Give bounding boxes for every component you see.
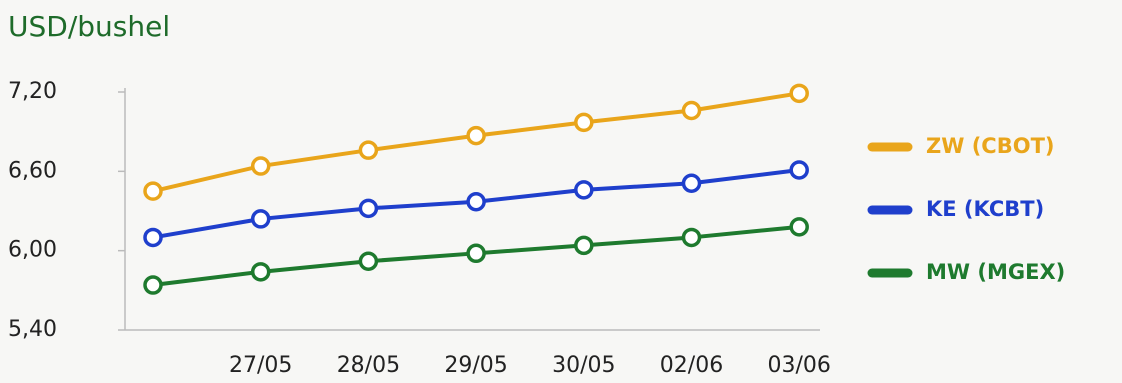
- chart-title: USD/bushel: [8, 10, 170, 43]
- y-tick-label: 6,00: [8, 238, 57, 263]
- x-tick-label: 03/06: [767, 353, 830, 378]
- data-point: [466, 191, 486, 212]
- data-point: [143, 181, 163, 201]
- data-point: [681, 100, 702, 121]
- y-tick-label: 7,20: [8, 79, 57, 104]
- y-tick-label: 6,60: [8, 158, 57, 183]
- x-tick-label: 27/05: [229, 353, 292, 378]
- legend-label: KE (KCBT): [926, 197, 1044, 221]
- data-point: [250, 156, 271, 176]
- data-point: [574, 112, 594, 133]
- legend-label: ZW (CBOT): [926, 134, 1055, 158]
- data-point: [681, 173, 702, 193]
- data-point: [466, 125, 486, 146]
- data-point: [789, 83, 809, 104]
- data-point: [143, 275, 163, 295]
- data-point: [250, 209, 271, 229]
- x-tick-label: 02/06: [660, 353, 723, 378]
- data-point: [358, 140, 379, 160]
- legend-label: MW (MGEX): [926, 260, 1065, 284]
- data-point: [466, 243, 486, 264]
- x-tick-label: 30/05: [552, 353, 615, 378]
- data-point: [574, 180, 594, 200]
- data-point: [789, 160, 809, 180]
- x-tick-label: 29/05: [444, 353, 507, 378]
- data-point: [250, 262, 271, 282]
- data-point: [574, 235, 594, 256]
- x-tick-label: 28/05: [337, 353, 400, 378]
- data-point: [681, 227, 702, 248]
- data-point: [789, 217, 809, 237]
- y-tick-label: 5,40: [8, 317, 57, 342]
- data-point: [143, 227, 163, 248]
- data-point: [358, 251, 379, 271]
- data-point: [358, 198, 379, 219]
